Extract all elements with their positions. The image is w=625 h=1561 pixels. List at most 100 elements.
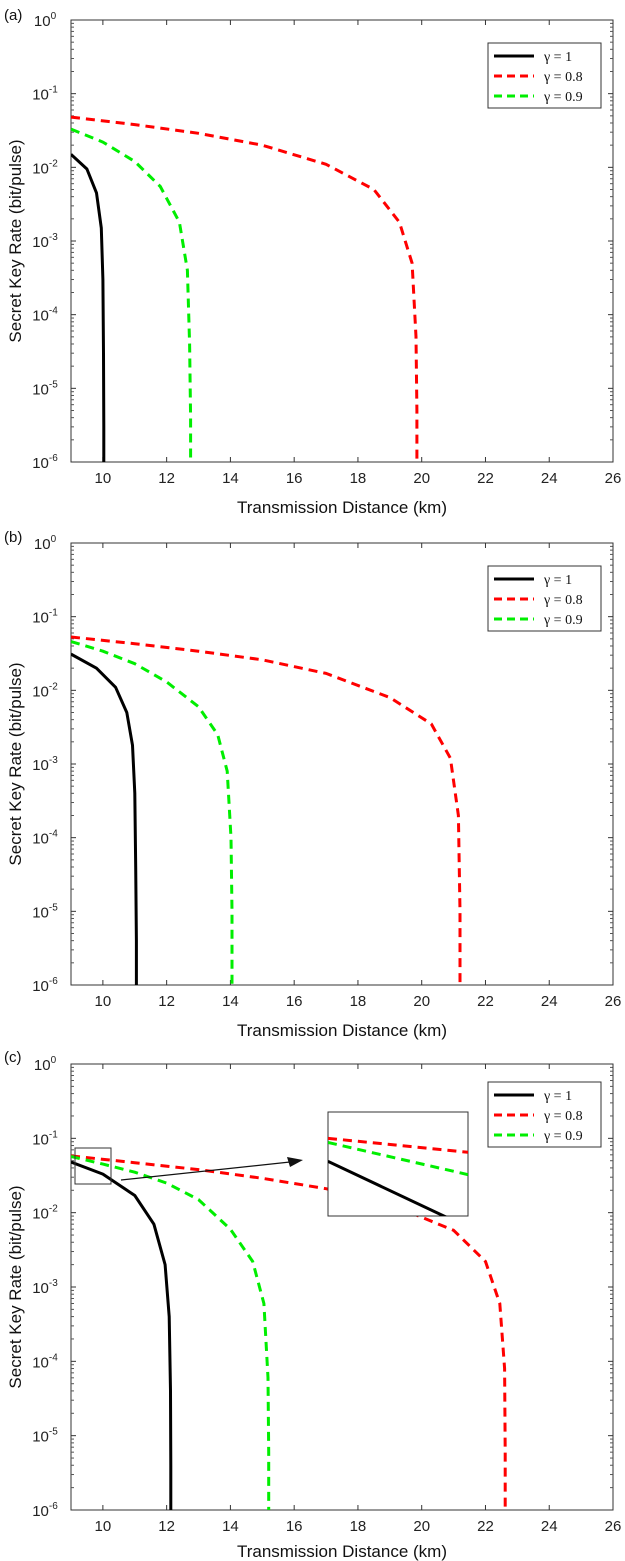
x-tick-label: 20 [413, 470, 430, 487]
legend: γ = 1 γ = 0.8 γ = 0.9 [487, 1081, 602, 1148]
panel-label: (c) [4, 1049, 22, 1066]
y-tick-label: 10-3 [32, 755, 58, 774]
y-tick-exponent: -6 [49, 453, 58, 464]
x-tick-label: 22 [477, 993, 494, 1010]
legend-label: γ = 0.8 [543, 70, 583, 85]
inset-frame [327, 1111, 469, 1217]
zoom-region-box [74, 1147, 112, 1185]
x-tick-label: 20 [413, 993, 430, 1010]
series-line-1 [71, 652, 138, 985]
x-tick-label: 26 [605, 1518, 622, 1535]
legend: γ = 1 γ = 0.8 γ = 0.9 [487, 565, 602, 632]
y-tick-label: 10-1 [32, 608, 58, 627]
legend-label: γ = 0.8 [543, 593, 583, 608]
series-line-2 [71, 115, 419, 462]
y-tick-base: 10 [32, 308, 49, 325]
x-tick-label: 22 [477, 470, 494, 487]
y-tick-base: 10 [32, 1503, 49, 1520]
x-tick-label: 26 [605, 470, 622, 487]
y-tick-exponent: -5 [49, 379, 58, 390]
y-tick-exponent: -6 [49, 1501, 58, 1512]
x-tick-label: 12 [158, 993, 175, 1010]
y-tick-base: 10 [32, 381, 49, 398]
y-tick-base: 10 [32, 757, 49, 774]
y-tick-exponent: -4 [49, 306, 58, 317]
y-tick-label: 10-6 [32, 1501, 58, 1520]
y-tick-exponent: -3 [49, 755, 58, 766]
y-tick-exponent: -5 [49, 902, 58, 913]
y-tick-base: 10 [32, 610, 49, 627]
y-tick-label: 10-6 [32, 976, 58, 995]
y-tick-base: 10 [32, 1280, 49, 1297]
legend: γ = 1 γ = 0.8 γ = 0.9 [487, 42, 602, 109]
legend-box [487, 1081, 602, 1148]
y-tick-exponent: -1 [49, 608, 58, 619]
legend-label: γ = 1 [543, 1089, 572, 1104]
y-tick-label: 10-6 [32, 453, 58, 472]
y-tick-base: 10 [34, 536, 51, 553]
zoom-arrow [120, 1161, 291, 1181]
legend-label: γ = 1 [543, 50, 572, 65]
inset-series-line-2 [328, 1136, 468, 1154]
y-tick-exponent: 0 [51, 534, 57, 545]
series-line-3 [71, 127, 193, 462]
y-tick-label: 100 [34, 11, 57, 30]
y-tick-label: 10-4 [32, 306, 58, 325]
legend-label: γ = 0.9 [543, 613, 583, 628]
legend-box [487, 42, 602, 109]
series-line-3 [71, 1155, 271, 1510]
x-tick-label: 18 [350, 993, 367, 1010]
y-tick-base: 10 [34, 13, 51, 30]
x-tick-label: 18 [350, 470, 367, 487]
zoom-arrow-head [287, 1157, 303, 1167]
x-axis: 10 12 14 16 18 20 22 24 26 [95, 1064, 622, 1535]
y-tick-label: 10-1 [32, 85, 58, 104]
y-tick-label: 10-2 [32, 1204, 58, 1223]
series-group [71, 115, 419, 462]
y-axis-label: Secret Key Rate (bit/pulse) [6, 139, 25, 342]
y-tick-exponent: -3 [49, 232, 58, 243]
x-tick-label: 16 [286, 993, 303, 1010]
y-tick-label: 10-5 [32, 1427, 58, 1446]
legend-label: γ = 0.8 [543, 1109, 583, 1124]
legend-label: γ = 0.9 [543, 90, 583, 105]
inset [327, 1111, 469, 1217]
y-tick-base: 10 [32, 1354, 49, 1371]
panel-label: (b) [4, 529, 22, 546]
y-tick-base: 10 [32, 1131, 49, 1148]
y-tick-label: 10-4 [32, 1352, 58, 1371]
inset-series-line-1 [328, 1159, 448, 1216]
x-tick-label: 10 [95, 1518, 112, 1535]
series-line-2 [71, 1154, 507, 1510]
y-tick-base: 10 [32, 831, 49, 848]
y-tick-label: 10-2 [32, 158, 58, 177]
x-tick-label: 20 [413, 1518, 430, 1535]
x-tick-label: 14 [222, 1518, 239, 1535]
y-tick-label: 10-5 [32, 379, 58, 398]
y-tick-label: 100 [34, 534, 57, 553]
x-tick-label: 16 [286, 470, 303, 487]
y-axis-label: Secret Key Rate (bit/pulse) [6, 662, 25, 865]
x-tick-label: 10 [95, 993, 112, 1010]
x-tick-label: 26 [605, 993, 622, 1010]
x-tick-label: 18 [350, 1518, 367, 1535]
y-tick-base: 10 [32, 455, 49, 472]
x-tick-label: 24 [541, 1518, 558, 1535]
y-tick-label: 100 [34, 1055, 57, 1074]
y-tick-exponent: -2 [49, 681, 58, 692]
y-tick-base: 10 [32, 234, 49, 251]
y-tick-base: 10 [32, 1429, 49, 1446]
series-line-1 [71, 153, 106, 462]
y-tick-base: 10 [32, 978, 49, 995]
x-axis-label: Transmission Distance (km) [237, 498, 447, 517]
y-tick-base: 10 [32, 160, 49, 177]
y-tick-exponent: 0 [51, 11, 57, 22]
y-tick-label: 10-1 [32, 1129, 58, 1148]
y-tick-base: 10 [32, 904, 49, 921]
x-axis-label: Transmission Distance (km) [237, 1542, 447, 1561]
y-tick-label: 10-4 [32, 829, 58, 848]
